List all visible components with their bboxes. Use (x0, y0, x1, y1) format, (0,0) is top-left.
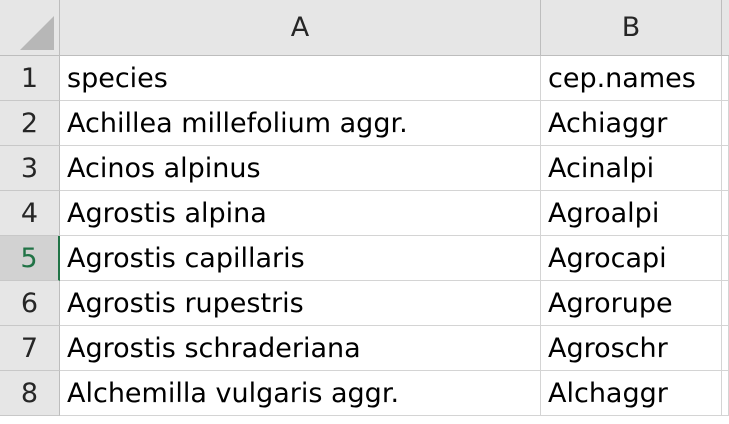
cell-b6[interactable]: Agrorupe (541, 281, 722, 326)
row-header-6[interactable]: 6 (0, 281, 60, 326)
row-header-3[interactable]: 3 (0, 146, 60, 191)
cell-b7[interactable]: Agroschr (541, 326, 722, 371)
cell-c5[interactable] (722, 236, 729, 281)
cell-a5[interactable]: Agrostis capillaris (60, 236, 541, 281)
cell-c4[interactable] (722, 191, 729, 236)
cell-c3[interactable] (722, 146, 729, 191)
row-header-2[interactable]: 2 (0, 101, 60, 146)
cell-a8[interactable]: Alchemilla vulgaris aggr. (60, 371, 541, 416)
cell-c2[interactable] (722, 101, 729, 146)
row-header-5[interactable]: 5 (0, 236, 60, 281)
cell-c6[interactable] (722, 281, 729, 326)
cell-b2[interactable]: Achiaggr (541, 101, 722, 146)
cell-b4[interactable]: Agroalpi (541, 191, 722, 236)
cell-a6[interactable]: Agrostis rupestris (60, 281, 541, 326)
row-header-1[interactable]: 1 (0, 56, 60, 101)
cell-b8[interactable]: Alchaggr (541, 371, 722, 416)
cell-a1[interactable]: species (60, 56, 541, 101)
cell-b1[interactable]: cep.names (541, 56, 722, 101)
cell-a4[interactable]: Agrostis alpina (60, 191, 541, 236)
cell-a3[interactable]: Acinos alpinus (60, 146, 541, 191)
column-header-a[interactable]: A (60, 0, 541, 56)
cell-c1[interactable] (722, 56, 729, 101)
select-all-triangle-icon (20, 16, 54, 50)
cell-b3[interactable]: Acinalpi (541, 146, 722, 191)
row-header-4[interactable]: 4 (0, 191, 60, 236)
cell-c7[interactable] (722, 326, 729, 371)
row-header-8[interactable]: 8 (0, 371, 60, 416)
cell-b5[interactable]: Agrocapi (541, 236, 722, 281)
select-all-button[interactable] (0, 0, 60, 56)
cell-a2[interactable]: Achillea millefolium aggr. (60, 101, 541, 146)
column-header-b[interactable]: B (541, 0, 722, 56)
cell-c8[interactable] (722, 371, 729, 416)
row-header-7[interactable]: 7 (0, 326, 60, 371)
column-header-c-partial[interactable] (722, 0, 729, 56)
cell-a7[interactable]: Agrostis schraderiana (60, 326, 541, 371)
